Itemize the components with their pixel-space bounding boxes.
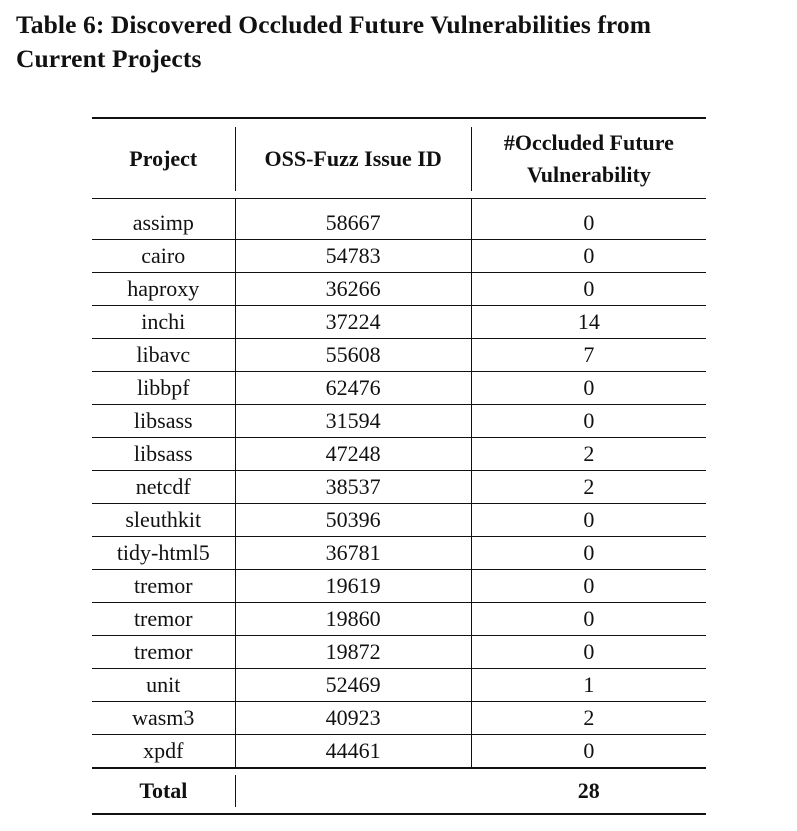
cell-project: tremor — [92, 603, 236, 635]
cell-issue-id: 40923 — [236, 702, 472, 734]
cell-occluded-count: 0 — [583, 408, 595, 433]
cell-project: libsass — [92, 438, 236, 470]
cell-project: sleuthkit — [92, 504, 236, 536]
top-rule — [92, 117, 706, 119]
total-value: 28 — [577, 778, 600, 803]
cell-occluded-count: 0 — [583, 210, 595, 235]
cell-issue-id: 19860 — [236, 603, 472, 635]
cell-project: tidy-html5 — [92, 537, 236, 569]
cell-issue-id: 31594 — [236, 405, 472, 437]
cell-occluded-count: 0 — [583, 507, 595, 532]
cell-occluded-count: 0 — [583, 606, 595, 631]
total-row: Total 28 — [92, 769, 706, 813]
cell-issue-id: 36266 — [236, 273, 472, 305]
header-rule — [92, 198, 706, 199]
table-row: libavc 55608 7 — [92, 339, 706, 372]
caption-line-2: Current Projects — [16, 44, 202, 73]
header-occluded-count: #Occluded Future Vulnerability — [472, 127, 706, 191]
cell-occluded-count: 2 — [583, 705, 595, 730]
table-row: assimp 58667 0 — [92, 207, 706, 240]
total-label: Total — [92, 775, 236, 807]
cell-issue-id: 62476 — [236, 372, 472, 404]
header-gap — [92, 199, 706, 207]
header-occluded-line-1: #Occluded Future — [503, 129, 674, 155]
cell-issue-id: 55608 — [236, 339, 472, 371]
bottom-rule — [92, 813, 706, 815]
cell-project: unit — [92, 669, 236, 701]
cell-occluded-count: 14 — [577, 309, 600, 334]
vulnerability-table: Project OSS-Fuzz Issue ID #Occluded Futu… — [92, 117, 706, 815]
cell-issue-id: 58667 — [236, 207, 472, 239]
table-row: tidy-html5 36781 0 — [92, 537, 706, 570]
cell-occluded-count: 0 — [583, 375, 595, 400]
header-project: Project — [92, 126, 236, 191]
cell-issue-id: 19872 — [236, 636, 472, 668]
cell-project: netcdf — [92, 471, 236, 503]
cell-occluded-count: 2 — [583, 474, 595, 499]
cell-occluded-count: 0 — [583, 243, 595, 268]
cell-issue-id: 50396 — [236, 504, 472, 536]
table-row: cairo 54783 0 — [92, 240, 706, 273]
cell-issue-id: 37224 — [236, 306, 472, 338]
cell-issue-id: 19619 — [236, 570, 472, 602]
total-rule — [92, 767, 706, 769]
cell-occluded-count: 1 — [583, 672, 595, 697]
cell-issue-id: 38537 — [236, 471, 472, 503]
table-body: assimp 58667 0 cairo 54783 0 haproxy 36266 0 inch… — [92, 207, 706, 767]
cell-project: libsass — [92, 405, 236, 437]
cell-project: haproxy — [92, 273, 236, 305]
cell-project: inchi — [92, 306, 236, 338]
cell-project: tremor — [92, 636, 236, 668]
table-row: xpdf 44461 0 — [92, 735, 706, 767]
table-row: inchi 37224 14 — [92, 306, 706, 339]
table-row: haproxy 36266 0 — [92, 273, 706, 306]
table-row: tremor 19860 0 — [92, 603, 706, 636]
cell-project: libbpf — [92, 372, 236, 404]
cell-issue-id: 54783 — [236, 240, 472, 272]
table-row: netcdf 38537 2 — [92, 471, 706, 504]
cell-project: xpdf — [92, 735, 236, 767]
table-row: wasm3 40923 2 — [92, 702, 706, 735]
cell-occluded-count: 2 — [583, 441, 595, 466]
table-header-row: Project OSS-Fuzz Issue ID #Occluded Futu… — [92, 119, 706, 198]
table-row: unit 52469 1 — [92, 669, 706, 702]
table-row: tremor 19872 0 — [92, 636, 706, 669]
cell-occluded-count: 0 — [583, 573, 595, 598]
table-row: libbpf 62476 0 — [92, 372, 706, 405]
cell-issue-id: 52469 — [236, 669, 472, 701]
cell-issue-id: 44461 — [236, 735, 472, 767]
cell-occluded-count: 0 — [583, 540, 595, 565]
table-row: sleuthkit 50396 0 — [92, 504, 706, 537]
cell-project: assimp — [92, 207, 236, 239]
cell-issue-id: 36781 — [236, 537, 472, 569]
cell-issue-id: 47248 — [236, 438, 472, 470]
table-row: tremor 19619 0 — [92, 570, 706, 603]
header-issue-id: OSS-Fuzz Issue ID — [236, 126, 472, 191]
cell-project: wasm3 — [92, 702, 236, 734]
cell-project: tremor — [92, 570, 236, 602]
header-occluded-line-2: Vulnerability — [526, 161, 651, 187]
cell-project: cairo — [92, 240, 236, 272]
cell-occluded-count: 0 — [583, 276, 595, 301]
cell-project: libavc — [92, 339, 236, 371]
table-row: libsass 31594 0 — [92, 405, 706, 438]
caption-line-1: Table 6: Discovered Occluded Future Vuln… — [16, 10, 652, 39]
cell-occluded-count: 7 — [583, 342, 595, 367]
table-row: libsass 47248 2 — [92, 438, 706, 471]
cell-occluded-count: 0 — [583, 639, 595, 664]
table-caption: Table 6: Discovered Occluded Future Vuln… — [16, 8, 791, 76]
cell-occluded-count: 0 — [583, 738, 595, 763]
